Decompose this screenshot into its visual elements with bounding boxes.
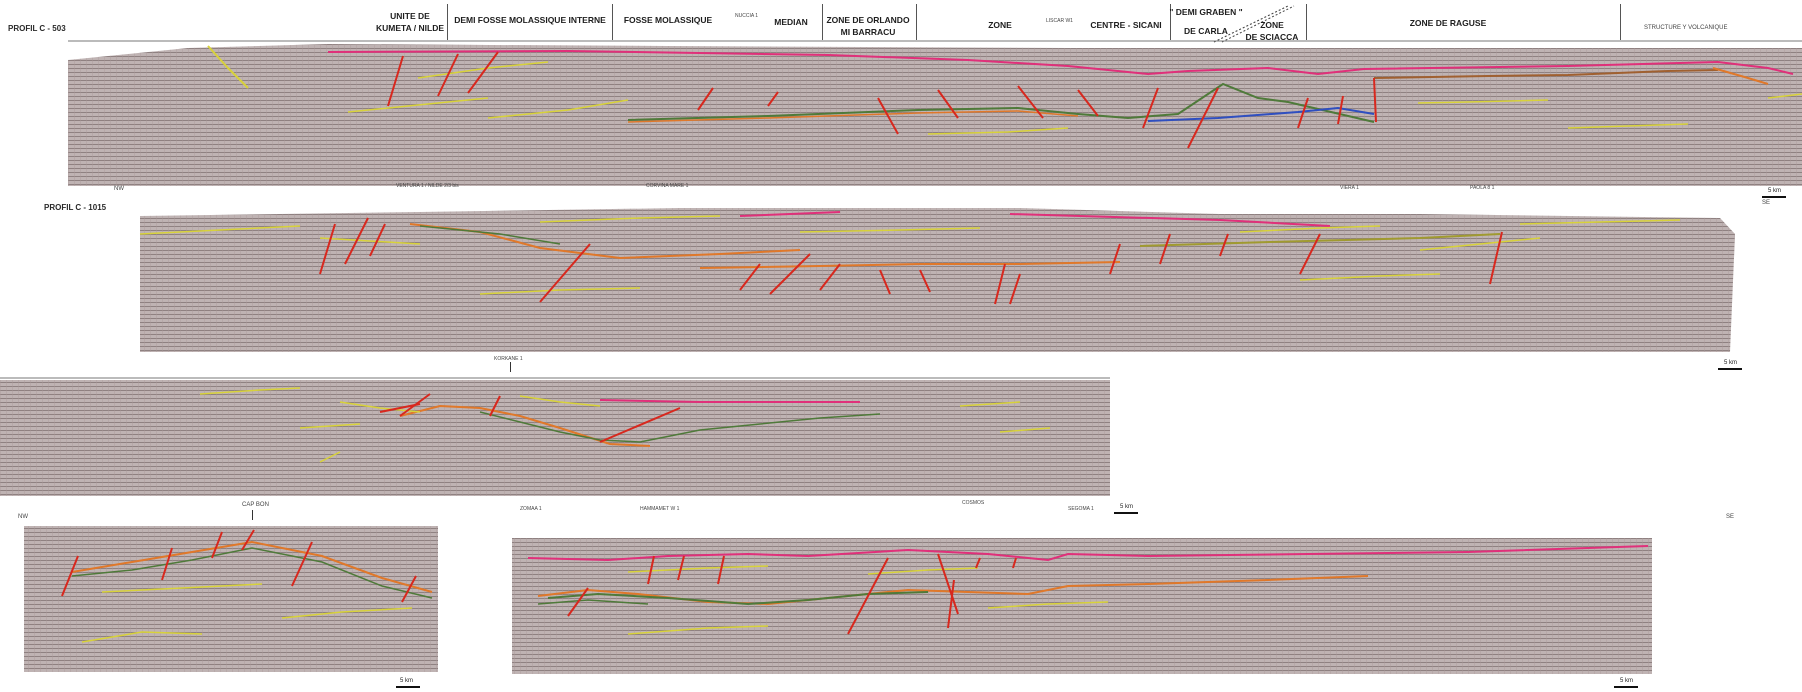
zone-orlando-line1: ZONE DE ORLANDO <box>826 15 910 25</box>
profile-2-end-nw: NW <box>114 186 124 192</box>
profile-1-name: PROFIL C - 503 <box>8 24 66 33</box>
zone-divider <box>447 4 448 40</box>
zone-raguse: ZONE DE RAGUSE <box>1388 17 1508 29</box>
profile-4-end-nw: NW <box>18 514 28 520</box>
seismic-section-profile-4 <box>22 522 440 674</box>
zone-kumeta-nilde: UNITE DE KUMETA / NILDE <box>370 10 450 34</box>
graben-divider-lines <box>1213 5 1295 43</box>
zone-centre-label: CENTRE - SICANI <box>1090 20 1162 30</box>
well-zomaa: ZOMAA 1 <box>520 506 542 512</box>
scale-bar-3 <box>1114 512 1138 514</box>
scale-bar-1 <box>1762 196 1786 198</box>
zone-graben-line1: " DEMI GRABEN " <box>1169 7 1243 17</box>
scale-bar-4 <box>396 686 420 688</box>
zone-demi-graben: " DEMI GRABEN " DE CARLA <box>1166 6 1246 37</box>
well-korkane: KORKANE 1 <box>494 356 523 362</box>
zone-orlando-line2: MI BARRACU <box>840 27 896 37</box>
zone-graben-line2: DE CARLA <box>1184 26 1228 36</box>
zone-fosse-molassique: FOSSE MOLASSIQUE <box>618 14 718 26</box>
scale-label-2: 5 km <box>1724 360 1738 366</box>
zone-sciacca: ZONE DE SCIACCA <box>1232 19 1312 43</box>
zone-divider <box>1170 4 1171 40</box>
well-cap-bon: CAP BON <box>242 502 269 508</box>
zone-centre-sicani: CENTRE - SICANI <box>1080 19 1172 31</box>
scale-label-4: 5 km <box>400 678 414 684</box>
seismic-plot-5 <box>512 538 1652 674</box>
zone-sciacca-line2: DE SCIACCA <box>1245 32 1299 42</box>
well-viera: VIERA 1 <box>1340 185 1359 191</box>
zone-kumeta-line2: KUMETA / NILDE <box>376 23 444 33</box>
zone-sciacca-line1: ZONE <box>1260 20 1284 30</box>
zone-structure-volcanique: STRUCTURE Y VOLCANIQUE <box>1644 25 1728 31</box>
scale-label-1: 5 km <box>1768 188 1782 194</box>
well-hammamet: HAMMAMET W 1 <box>640 506 680 512</box>
seismic-plot-4 <box>24 526 438 672</box>
zone-divider <box>1620 4 1621 40</box>
zone-median: MEDIAN <box>760 16 822 28</box>
zone-zone: ZONE <box>960 19 1040 31</box>
cap-bon-marker <box>252 510 253 520</box>
zone-median-label: MEDIAN <box>774 17 808 27</box>
zone-zone-label: ZONE <box>988 20 1012 30</box>
zone-kumeta-line1: UNITE DE <box>390 11 430 21</box>
zone-divider <box>1306 4 1307 40</box>
zone-divider <box>612 4 613 40</box>
well-paola: PAOLA 8 1 <box>1470 185 1495 191</box>
zone-divider <box>822 4 823 40</box>
zone-divider <box>916 4 917 40</box>
zone-orlando: ZONE DE ORLANDO MI BARRACU <box>822 14 914 38</box>
zone-demi-fosse-label: DEMI FOSSE MOLASSIQUE INTERNE <box>454 15 606 25</box>
scale-label-5: 5 km <box>1620 678 1634 684</box>
well-cosmos: COSMOS <box>962 500 985 506</box>
scale-bar-2 <box>1718 368 1742 370</box>
well-corvina: CORVINA MARE 1 <box>646 183 689 189</box>
zone-raguse-label: ZONE DE RAGUSE <box>1409 18 1487 28</box>
well-liscar: LISCAR W1 <box>1046 18 1073 24</box>
profile-2-name: PROFIL C - 1015 <box>44 203 107 212</box>
profile-5-end-se: SE <box>1726 514 1735 520</box>
well-korkane-marker <box>510 362 511 372</box>
scale-label-3: 5 km <box>1120 504 1134 510</box>
well-ventura: VENTURA 1 / NILDE 2/3 bis <box>396 183 459 189</box>
seismic-section-profile-1 <box>68 38 1802 186</box>
seismic-plot-3 <box>0 377 1110 496</box>
well-segoma: SEGOMA 1 <box>1068 506 1094 512</box>
seismic-plot-1 <box>68 40 1802 186</box>
seismic-section-profile-2 <box>120 204 1740 352</box>
seismic-section-profile-5 <box>508 524 1656 676</box>
well-nuccia: NUCCIA 1 <box>735 13 759 19</box>
scale-bar-5 <box>1614 686 1638 688</box>
zone-demi-fosse: DEMI FOSSE MOLASSIQUE INTERNE <box>450 14 610 26</box>
seismic-section-profile-3 <box>0 372 1114 496</box>
zone-fosse-label: FOSSE MOLASSIQUE <box>623 15 713 25</box>
profile-2-end-se: SE <box>1762 200 1771 206</box>
seismic-plot-2 <box>139 208 1735 352</box>
